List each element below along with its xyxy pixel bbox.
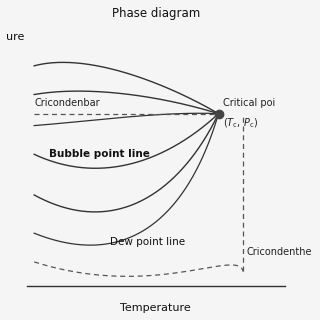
Text: ure: ure <box>6 32 25 42</box>
Text: Temperature: Temperature <box>120 303 191 313</box>
Text: Cricondenthe: Cricondenthe <box>246 247 312 257</box>
Text: Critical poi: Critical poi <box>223 98 275 108</box>
Text: Bubble point line: Bubble point line <box>49 149 150 159</box>
Text: Dew point line: Dew point line <box>110 236 186 247</box>
Text: $(T_\mathregular{c},\,P_\mathregular{c})$: $(T_\mathregular{c},\,P_\mathregular{c})… <box>223 116 258 130</box>
Text: Cricondenbar: Cricondenbar <box>34 98 100 108</box>
Text: Phase diagram: Phase diagram <box>112 7 200 20</box>
